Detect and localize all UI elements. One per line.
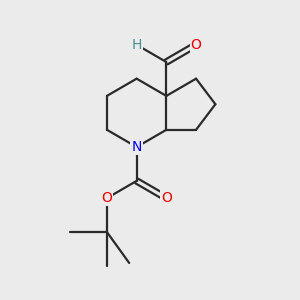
Text: N: N [131,140,142,154]
Text: O: O [161,191,172,205]
Text: H: H [131,38,142,52]
Text: O: O [190,38,202,52]
Text: O: O [101,191,112,205]
